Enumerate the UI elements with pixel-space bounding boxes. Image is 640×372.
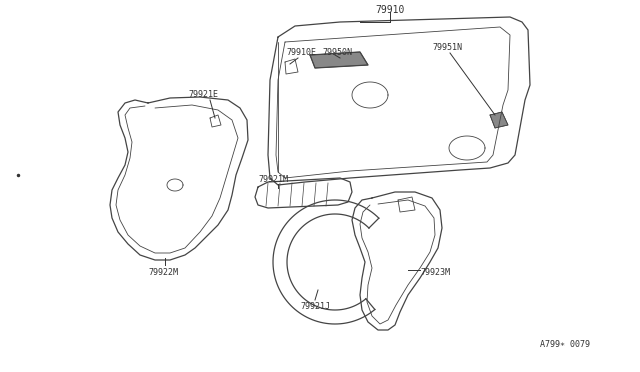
Text: 79923M: 79923M (420, 268, 450, 277)
Polygon shape (490, 112, 508, 128)
Polygon shape (310, 52, 368, 68)
Text: 79951N: 79951N (432, 43, 462, 52)
Text: 79910E: 79910E (286, 48, 316, 57)
Text: A799∗ 0079: A799∗ 0079 (540, 340, 590, 349)
Text: 79922M: 79922M (148, 268, 178, 277)
Text: 79921E: 79921E (188, 90, 218, 99)
Text: 79921M: 79921M (258, 175, 288, 184)
Text: 79921J: 79921J (300, 302, 330, 311)
Text: 79950N: 79950N (322, 48, 352, 57)
Text: 79910: 79910 (375, 5, 404, 15)
